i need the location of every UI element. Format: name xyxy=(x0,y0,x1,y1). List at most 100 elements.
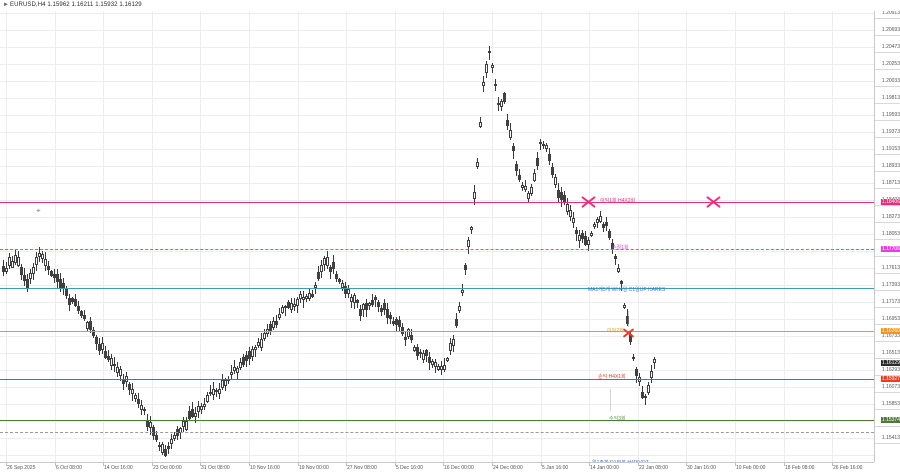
candle-body xyxy=(104,351,107,358)
candle-body xyxy=(635,369,638,376)
study-line-entry-red[interactable] xyxy=(0,379,874,380)
study-line-support-teal[interactable] xyxy=(0,288,874,289)
candle-body xyxy=(5,268,8,272)
candle-wick xyxy=(621,280,622,291)
grid-line-horizontal xyxy=(0,98,874,99)
study-line-floor-gray[interactable] xyxy=(0,432,874,433)
study-line-pivot-orange[interactable] xyxy=(0,331,874,332)
price-tick-label: 1.15413 xyxy=(881,435,900,441)
candle-wick xyxy=(576,227,577,241)
grid-line-vertical xyxy=(298,11,299,462)
price-axis-separator xyxy=(875,307,900,308)
candle-body xyxy=(326,257,329,266)
candle-body xyxy=(272,321,275,328)
time-tick-label: 30 Jan 16:00 xyxy=(687,465,716,471)
grid-line-vertical xyxy=(152,11,153,462)
grid-line-vertical xyxy=(6,11,7,462)
candle-body xyxy=(593,224,596,227)
candle-wick xyxy=(471,226,472,234)
candle-body xyxy=(119,369,122,376)
time-axis-separator xyxy=(638,463,639,466)
candle-body xyxy=(17,257,20,266)
collapse-triangle-icon[interactable]: ► xyxy=(3,2,9,8)
price-tick-label: 1.16733 xyxy=(881,333,900,339)
price-tick-label: 1.15853 xyxy=(881,401,900,407)
study-line-resistance-pink[interactable] xyxy=(0,202,874,203)
candle-body xyxy=(617,268,620,272)
candle-body xyxy=(56,274,59,282)
grid-line-vertical xyxy=(735,11,736,462)
price-axis[interactable]: 1.20913 1.20693 1.20473 1.20253 1.20033 1.198… xyxy=(874,0,900,462)
candle-body xyxy=(428,357,431,363)
candle-body xyxy=(347,289,350,294)
candle-body xyxy=(293,304,296,307)
candle-body xyxy=(464,265,467,270)
candle-body xyxy=(548,154,551,161)
candle-body xyxy=(122,380,125,384)
time-tick-label: 10 Feb 00:00 xyxy=(736,465,766,471)
candle-body xyxy=(371,300,374,305)
candle-body xyxy=(563,195,566,203)
candle-body xyxy=(116,367,119,373)
candle-body xyxy=(434,362,437,367)
candle-body xyxy=(269,324,272,332)
candle-body xyxy=(233,367,236,371)
time-axis-separator xyxy=(541,463,542,466)
candle-body xyxy=(329,267,332,272)
price-axis-separator xyxy=(875,103,900,104)
candle-wick xyxy=(492,63,493,73)
candle-body xyxy=(20,267,23,275)
price-tick-label: 1.17393 xyxy=(881,282,900,288)
candle-body xyxy=(344,286,347,294)
price-plot[interactable]: 이익1회 H4X2회 손절1회 MA1개5개 WH4일 C1일UP HARES 이익2… xyxy=(0,11,874,462)
grid-line-vertical xyxy=(55,11,56,462)
candle-body xyxy=(26,279,29,288)
time-tick-label: 26 Feb 16:00 xyxy=(833,465,863,471)
time-axis-separator xyxy=(200,463,201,466)
candle-body xyxy=(332,262,335,269)
candle-body xyxy=(248,351,251,359)
candle-body xyxy=(431,361,434,365)
candle-wick xyxy=(369,302,370,310)
candle-body xyxy=(608,231,611,238)
candle-body xyxy=(323,258,326,265)
candle-body xyxy=(449,343,452,351)
candle-body xyxy=(44,259,47,266)
candle-body xyxy=(440,366,443,370)
candle-body xyxy=(476,162,479,167)
candle-body xyxy=(467,240,470,247)
candle-body xyxy=(497,103,500,105)
candle-body xyxy=(341,283,344,288)
candle-body xyxy=(197,406,200,412)
grid-line-horizontal xyxy=(0,251,874,252)
candle-body xyxy=(422,353,425,360)
candle-body xyxy=(545,145,548,149)
price-axis-separator xyxy=(875,18,900,19)
study-line-resistance-magenta[interactable] xyxy=(0,249,874,250)
price-axis-separator xyxy=(875,290,900,291)
grid-line-vertical xyxy=(686,11,687,462)
study-line-target-green[interactable] xyxy=(0,420,874,421)
candle-body xyxy=(530,187,533,194)
candle-body xyxy=(461,290,464,293)
candle-body xyxy=(257,342,260,346)
candle-wick xyxy=(210,385,211,396)
candle-body xyxy=(194,413,197,417)
price-label-current: 1.16129 xyxy=(880,360,900,366)
grid-line-horizontal xyxy=(0,268,874,269)
candle-body xyxy=(584,236,587,245)
candle-body xyxy=(296,299,299,306)
grid-line-horizontal xyxy=(0,30,874,31)
time-tick-label: 26 Sep 2025 xyxy=(7,465,36,471)
price-tick-label: 1.16073 xyxy=(881,384,900,390)
candle-body xyxy=(425,350,428,356)
candle-body xyxy=(281,307,284,313)
time-tick-label: 31 Oct 08:00 xyxy=(201,465,230,471)
candle-body xyxy=(383,303,386,310)
time-axis[interactable]: 26 Sep 2025 6 Oct 08:00 14 Oct 16:00 23 Oct… xyxy=(0,462,874,474)
price-axis-separator xyxy=(875,324,900,325)
candle-body xyxy=(35,257,38,265)
candle-wick xyxy=(375,295,376,307)
price-axis-separator xyxy=(875,52,900,53)
time-tick-label: 27 Nov 08:00 xyxy=(347,465,377,471)
